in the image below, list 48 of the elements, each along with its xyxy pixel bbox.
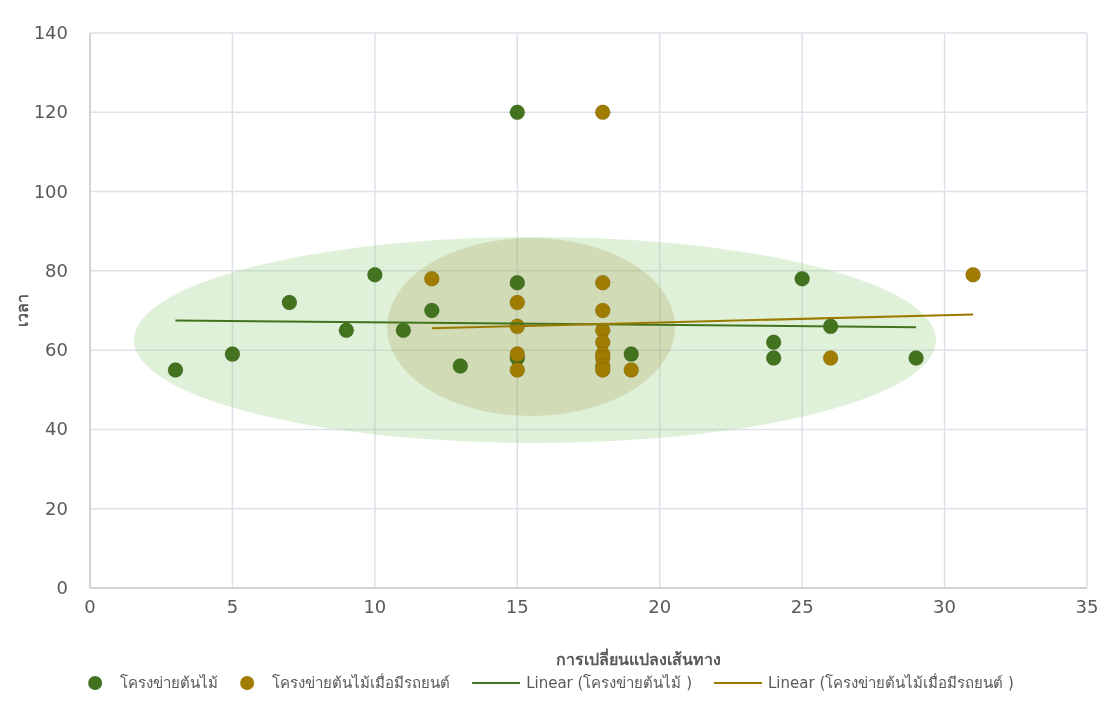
point [338, 322, 355, 339]
point [594, 104, 611, 121]
point [281, 294, 298, 311]
y-tick-label: 80 [45, 259, 68, 281]
point [822, 350, 839, 367]
point [423, 270, 440, 287]
point [509, 346, 526, 363]
point [423, 302, 440, 319]
y-tick-label: 0 [56, 577, 68, 598]
y-tick-label: 60 [45, 339, 68, 361]
point [594, 361, 611, 378]
x-axis-title: การเปลี่ยนแปลงเส้นทาง [556, 648, 721, 669]
y-tick-label: 40 [45, 418, 68, 440]
point [509, 104, 526, 121]
point [908, 350, 925, 367]
x-tick-label: 25 [790, 596, 814, 617]
x-tick-label: 5 [226, 596, 239, 617]
point [167, 361, 184, 378]
point [224, 346, 241, 363]
point [623, 361, 640, 378]
y-axis-title: เวลา [13, 294, 32, 327]
y-tick-label: 140 [33, 22, 68, 43]
legend-label: Linear (โครงข่ายต้นไม้เมื่อมีรถยนต์ ) [768, 672, 1014, 692]
x-tick-label: 0 [84, 596, 96, 617]
x-tick-label: 15 [505, 596, 529, 617]
point [765, 350, 782, 367]
point [395, 322, 412, 339]
legend-label: โครงข่ายต้นไม้เมื่อมีรถยนต์ [272, 672, 451, 692]
point [965, 266, 982, 283]
y-tick-label: 20 [45, 497, 68, 519]
legend-label: Linear (โครงข่ายต้นไม้ ) [526, 674, 692, 692]
x-tick-label: 10 [363, 596, 387, 617]
point [452, 358, 469, 374]
x-tick-label: 35 [1075, 596, 1099, 617]
point [366, 266, 383, 283]
x-tick-label: 20 [648, 596, 672, 617]
legend-label: โครงข่ายต้นไม้ [120, 674, 219, 692]
point [594, 302, 611, 319]
point [509, 361, 526, 378]
point [623, 346, 640, 363]
point [509, 294, 526, 311]
point [509, 274, 526, 291]
point [594, 274, 611, 291]
point [794, 270, 811, 287]
y-tick-label: 120 [33, 101, 68, 123]
point [765, 334, 782, 351]
x-tick-label: 30 [933, 596, 957, 617]
y-tick-label: 100 [33, 180, 68, 202]
